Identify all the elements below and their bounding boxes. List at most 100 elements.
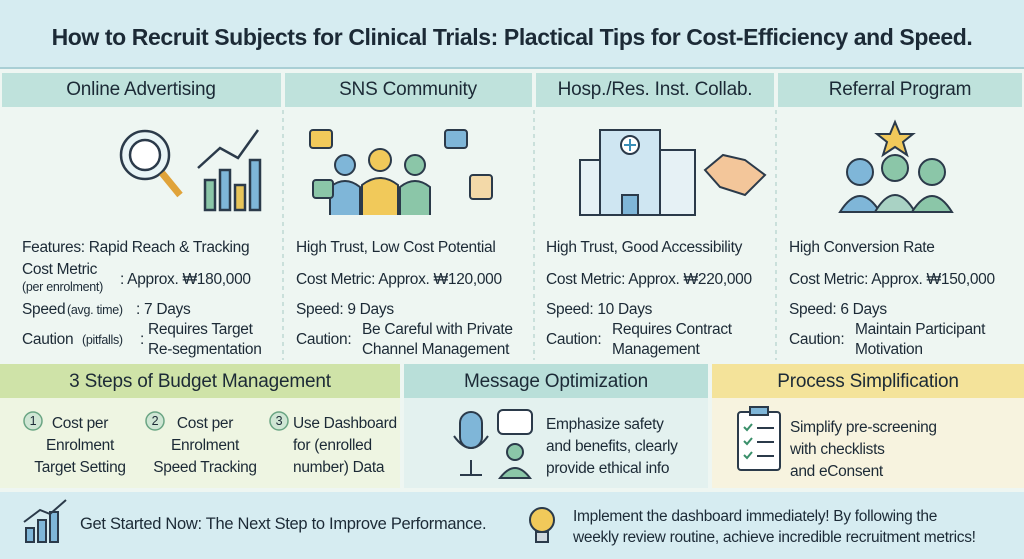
icon-referral-part <box>881 154 909 182</box>
speed-value: : 7 Days <box>136 301 191 318</box>
speed: Speed: 9 Days <box>296 301 394 318</box>
icon-community-part <box>309 129 333 149</box>
page-title: How to Recruit Subjects for Clinical Tri… <box>51 24 973 50</box>
step-text: number) Data <box>293 459 385 476</box>
step-badges-part <box>145 411 165 431</box>
icon-referral-part <box>910 195 954 213</box>
icon-search-chart-part <box>159 170 183 198</box>
column-title: Hosp./Res. Inst. Collab. <box>557 79 753 100</box>
icon-search-chart <box>119 129 262 212</box>
speed: Speed: 10 Days <box>546 301 653 318</box>
features: High Trust, Good Accessibility <box>546 239 743 256</box>
step-badges <box>23 411 289 431</box>
icon-community-part <box>312 179 334 199</box>
caution-text: Channel Management <box>362 341 510 358</box>
step-text: Speed Tracking <box>153 459 257 476</box>
cost: Cost Metric: Approx. ₩220,000 <box>546 271 752 288</box>
column-headers <box>2 73 1022 107</box>
icon-bulb <box>529 507 555 543</box>
step-number: 2 <box>151 414 159 428</box>
section-text: Emphasize safety <box>546 416 664 433</box>
icon-checklist-part <box>743 437 753 446</box>
icon-bulb-part <box>535 531 549 543</box>
icon-referral-part <box>918 158 946 186</box>
caution-label: Caution: <box>296 331 352 348</box>
caution-label: Caution: <box>789 331 845 348</box>
call-to-action: Get Started Now: The Next Step to Improv… <box>80 515 487 533</box>
features: High Conversion Rate <box>789 239 935 256</box>
caution-colon: : <box>140 331 145 348</box>
cost: Cost Metric: Approx. ₩150,000 <box>789 271 995 288</box>
section-title: 3 Steps of Budget Management <box>69 371 331 392</box>
section-text: and eConsent <box>790 463 883 480</box>
footer-text: Implement the dashboard immediately! By … <box>573 508 938 525</box>
cost-label: Cost Metric <box>22 261 98 278</box>
caution-text: Requires Target <box>148 321 253 338</box>
icon-search-chart-part <box>197 129 260 169</box>
column-separators <box>282 110 777 360</box>
section-title: Process Simplification <box>777 371 959 392</box>
step-badges-part <box>23 411 43 431</box>
icon-mic-chat-part <box>453 435 489 449</box>
column-title: Referral Program <box>828 79 972 100</box>
icon-community-part <box>404 154 426 176</box>
step-text: for (enrolled <box>293 437 372 454</box>
step-text: Use Dashboard <box>293 415 397 432</box>
features: Features: Rapid Reach & Tracking <box>22 239 250 256</box>
icon-community-part <box>329 180 361 215</box>
icon-growth-part <box>25 527 35 543</box>
column-headers-part <box>285 73 532 107</box>
step-badges-part <box>269 411 289 431</box>
icon-search-chart-part <box>203 178 217 212</box>
icon-search-chart-part <box>248 158 262 212</box>
section-text: and benefits, clearly <box>546 438 678 455</box>
cost-value: : Approx. ₩180,000 <box>120 271 251 288</box>
bottom-panels-part <box>0 364 400 398</box>
step-text: Enrolment <box>46 437 114 454</box>
icon-community-part <box>399 180 431 215</box>
icon-checklist <box>737 406 781 471</box>
title-band <box>0 0 1024 68</box>
icon-growth-part <box>49 511 59 543</box>
step-text: Target Setting <box>34 459 126 476</box>
icon-mic-chat-part <box>459 411 483 449</box>
icon-mic-chat-part <box>497 409 533 435</box>
icon-hospital-part <box>703 153 767 197</box>
footer-text: weekly review routine, achieve incredibl… <box>573 529 976 546</box>
icon-checklist-part <box>743 423 753 432</box>
cost-note: (per enrolment) <box>22 280 103 294</box>
icon-checklist-part <box>743 451 753 460</box>
footer-band <box>0 492 1024 559</box>
icon-hospital-part <box>659 149 696 216</box>
caution-label: Caution <box>22 331 74 348</box>
column-headers-part <box>2 73 281 107</box>
icon-hospital <box>579 129 767 216</box>
icon-mic-chat-part <box>497 467 533 479</box>
step-text: Enrolment <box>171 437 239 454</box>
icon-search-chart-part <box>233 183 247 212</box>
caution-text: Management <box>612 341 700 358</box>
section-text: Simplify pre-screening <box>790 419 937 436</box>
icon-community-part <box>361 177 399 215</box>
step-text: Cost per <box>51 415 109 432</box>
caution-text: Re-segmentation <box>148 341 262 358</box>
section-text: with checklists <box>790 441 885 458</box>
caution-text: Motivation <box>855 341 923 358</box>
features: High Trust, Low Cost Potential <box>296 239 496 256</box>
step-number: 3 <box>275 414 283 428</box>
icon-growth-part <box>23 499 67 523</box>
icon-referral <box>838 119 954 213</box>
speed: Speed: 6 Days <box>789 301 887 318</box>
section-title: Message Optimization <box>464 371 648 392</box>
icon-community-part <box>444 129 468 149</box>
icon-referral-part <box>873 194 917 213</box>
column-headers-part <box>778 73 1022 107</box>
caution-note: (pitfalls) <box>82 333 123 347</box>
icon-community-part <box>469 174 493 200</box>
icon-hospital-part <box>579 159 601 216</box>
caution-text: Requires Contract <box>612 321 732 338</box>
bottom-panels-part <box>404 364 708 398</box>
icon-growth-part <box>37 519 47 543</box>
column-title: Online Advertising <box>66 79 216 100</box>
